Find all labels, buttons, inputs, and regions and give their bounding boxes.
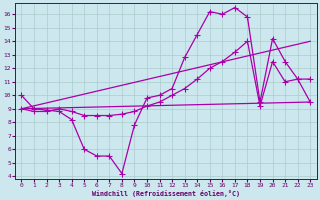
X-axis label: Windchill (Refroidissement éolien,°C): Windchill (Refroidissement éolien,°C) <box>92 190 240 197</box>
